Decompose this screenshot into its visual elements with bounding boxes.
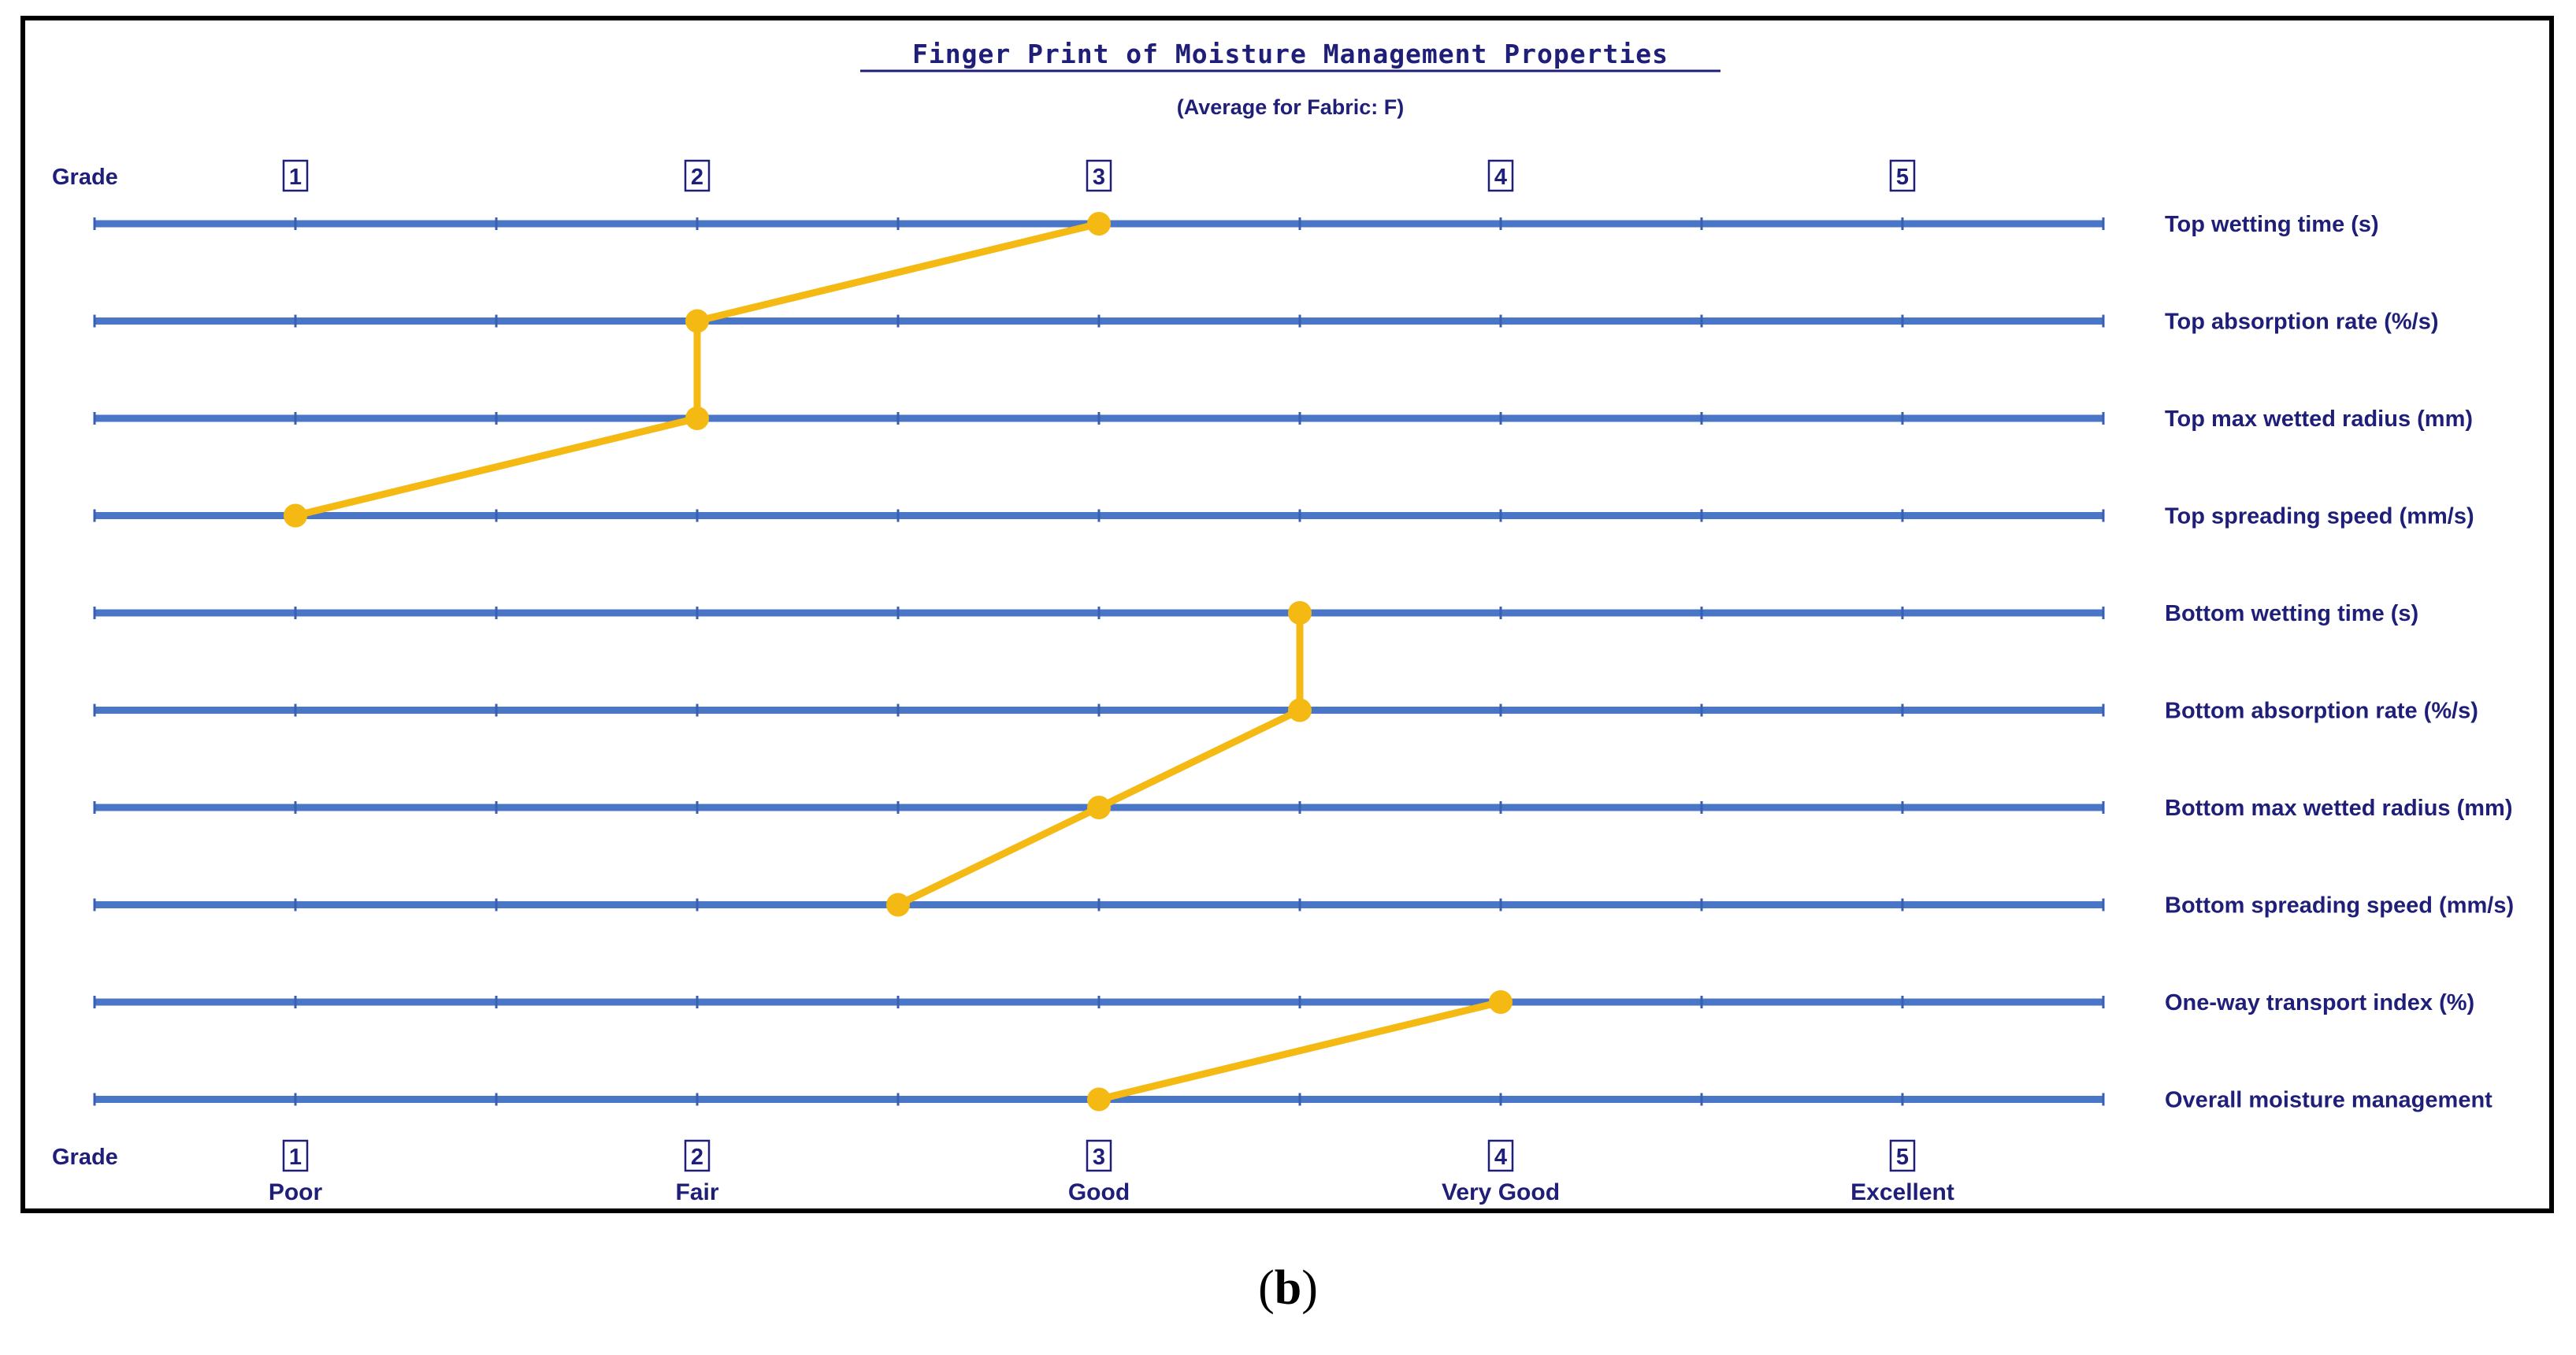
moisture-fingerprint-chart: Finger Print of Moisture Management Prop… — [52, 39, 2514, 1205]
data-point-4 — [284, 503, 307, 528]
data-point-2 — [685, 309, 709, 333]
row-label-9: One-way transport index (%) — [2165, 990, 2474, 1015]
rating-label-4: Very Good — [1442, 1179, 1560, 1205]
fingerprint-segment-6-7 — [1095, 707, 1304, 811]
top-grade-number-4: 4 — [1494, 165, 1507, 190]
bottom-grade-number-2: 2 — [691, 1145, 703, 1170]
top-grade-box-2 — [684, 159, 711, 192]
top-grade-number-1: 1 — [289, 165, 302, 190]
bottom-grade-box-3 — [1086, 1139, 1112, 1172]
rating-label-1: Poor — [269, 1179, 323, 1205]
top-grade-number-5: 5 — [1896, 165, 1909, 190]
top-grade-box-3 — [1086, 159, 1112, 192]
fingerprint-segment-9-10 — [1095, 998, 1505, 1103]
bottom-grade-number-4: 4 — [1494, 1145, 1507, 1170]
chart-subtitle: (Average for Fabric: F) — [1177, 95, 1405, 119]
bottom-grade-box-2 — [684, 1139, 711, 1172]
data-point-10 — [1087, 1087, 1111, 1112]
rating-label-5: Excellent — [1850, 1179, 1954, 1205]
bottom-grade-box-1 — [282, 1139, 309, 1172]
row-label-6: Bottom absorption rate (%/s) — [2165, 699, 2478, 724]
row-label-4: Top spreading speed (mm/s) — [2165, 504, 2474, 529]
bottom-grade-box-4 — [1487, 1139, 1514, 1172]
bottom-grade-number-3: 3 — [1093, 1145, 1105, 1170]
fingerprint-segment-7-8 — [894, 804, 1103, 908]
bottom-grade-box-5 — [1889, 1139, 1916, 1172]
rating-label-2: Fair — [675, 1179, 718, 1205]
row-label-2: Top absorption rate (%/s) — [2165, 310, 2438, 335]
top-grade-box-4 — [1487, 159, 1514, 192]
data-point-8 — [886, 893, 910, 917]
row-label-8: Bottom spreading speed (mm/s) — [2165, 893, 2514, 919]
bottom-grade-number-5: 5 — [1896, 1145, 1909, 1170]
chart-title: Finger Print of Moisture Management Prop… — [912, 39, 1668, 69]
row-label-3: Top max wetted radius (mm) — [2165, 406, 2473, 432]
data-point-3 — [685, 406, 709, 430]
row-label-5: Bottom wetting time (s) — [2165, 601, 2418, 626]
data-point-9 — [1489, 990, 1513, 1014]
fingerprint-segment-3-4 — [291, 414, 701, 519]
data-point-6 — [1288, 698, 1312, 722]
data-point-5 — [1288, 601, 1312, 625]
row-label-10: Overall moisture management — [2165, 1088, 2492, 1113]
bottom-grade-label: Grade — [52, 1145, 118, 1170]
caption-label: b — [1274, 1261, 1302, 1315]
chart-frame: Finger Print of Moisture Management Prop… — [20, 16, 2554, 1213]
rating-label-3: Good — [1068, 1179, 1130, 1205]
row-label-7: Bottom max wetted radius (mm) — [2165, 796, 2513, 821]
figure-caption: (b) — [1258, 1261, 1318, 1315]
row-label-1: Top wetting time (s) — [2165, 212, 2379, 237]
data-point-7 — [1087, 796, 1111, 819]
top-grade-label: Grade — [52, 165, 118, 190]
fingerprint-segment-1-2 — [693, 220, 1103, 325]
top-grade-box-1 — [282, 159, 309, 192]
top-grade-box-5 — [1889, 159, 1916, 192]
data-point-1 — [1087, 212, 1111, 236]
top-grade-number-3: 3 — [1093, 165, 1105, 190]
bottom-grade-number-1: 1 — [289, 1145, 302, 1170]
top-grade-number-2: 2 — [691, 165, 703, 190]
